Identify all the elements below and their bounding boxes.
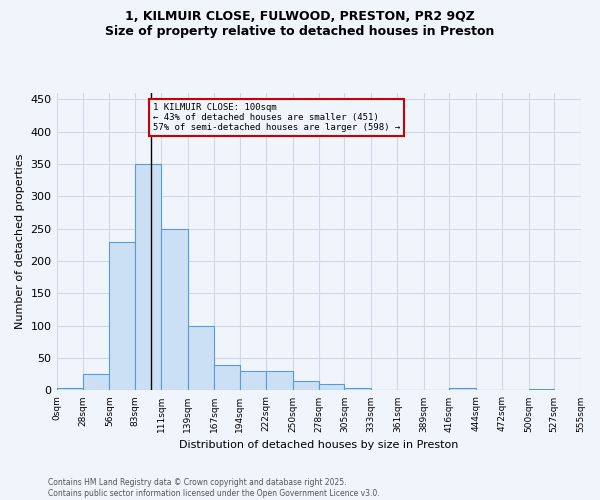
Bar (188, 326, 214, 390)
Bar (266, 371, 293, 390)
Text: 1 KILMUIR CLOSE: 100sqm
← 43% of detached houses are smaller (451)
57% of semi-d: 1 KILMUIR CLOSE: 100sqm ← 43% of detache… (153, 102, 400, 132)
Y-axis label: Number of detached properties: Number of detached properties (15, 154, 25, 330)
Bar (344, 388, 371, 390)
Text: Contains HM Land Registry data © Crown copyright and database right 2025.
Contai: Contains HM Land Registry data © Crown c… (48, 478, 380, 498)
Bar (319, 384, 344, 390)
Bar (83, 374, 109, 390)
Bar (239, 371, 266, 390)
Bar (135, 164, 161, 390)
Bar (109, 242, 135, 390)
Bar (449, 388, 476, 390)
Bar (293, 380, 319, 390)
Bar (161, 229, 188, 390)
Bar (529, 389, 554, 390)
X-axis label: Distribution of detached houses by size in Preston: Distribution of detached houses by size … (179, 440, 458, 450)
Bar (56, 388, 83, 390)
Bar (214, 364, 239, 390)
Text: 1, KILMUIR CLOSE, FULWOOD, PRESTON, PR2 9QZ
Size of property relative to detache: 1, KILMUIR CLOSE, FULWOOD, PRESTON, PR2 … (106, 10, 494, 38)
